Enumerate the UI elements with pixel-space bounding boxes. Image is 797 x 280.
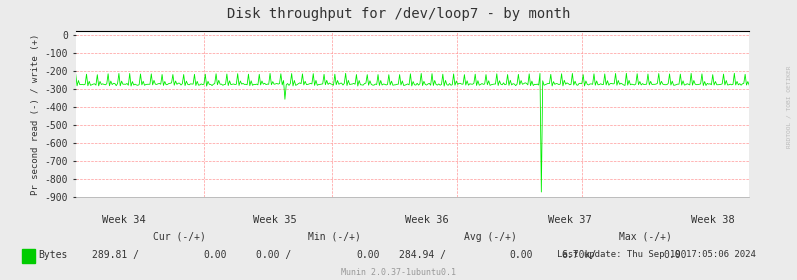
Text: Week 36: Week 36 <box>405 215 448 225</box>
Text: Max (-/+): Max (-/+) <box>619 232 672 242</box>
Text: 284.94 /: 284.94 / <box>399 250 446 260</box>
Text: 0.00: 0.00 <box>357 250 380 260</box>
Text: 289.81 /: 289.81 / <box>92 250 139 260</box>
Text: Week 38: Week 38 <box>692 215 735 225</box>
Text: 0.00 /: 0.00 / <box>256 250 291 260</box>
Text: RRDTOOL / TOBI OETIKER: RRDTOOL / TOBI OETIKER <box>787 65 791 148</box>
Y-axis label: Pr second read (-) / write (+): Pr second read (-) / write (+) <box>31 34 41 195</box>
Text: Week 37: Week 37 <box>548 215 591 225</box>
Text: Last update: Thu Sep 19 17:05:06 2024: Last update: Thu Sep 19 17:05:06 2024 <box>556 250 756 259</box>
Text: 6.70k/: 6.70k/ <box>561 250 596 260</box>
Text: 0.00: 0.00 <box>509 250 532 260</box>
Text: 0.00: 0.00 <box>204 250 227 260</box>
Text: Munin 2.0.37-1ubuntu0.1: Munin 2.0.37-1ubuntu0.1 <box>341 268 456 277</box>
Text: Disk throughput for /dev/loop7 - by month: Disk throughput for /dev/loop7 - by mont… <box>227 7 570 21</box>
Text: Min (-/+): Min (-/+) <box>308 232 361 242</box>
Text: Cur (-/+): Cur (-/+) <box>153 232 206 242</box>
Text: Avg (-/+): Avg (-/+) <box>464 232 516 242</box>
Text: Week 35: Week 35 <box>253 215 296 225</box>
Text: Week 34: Week 34 <box>102 215 145 225</box>
Text: 0.00: 0.00 <box>664 250 687 260</box>
Text: Bytes: Bytes <box>38 250 68 260</box>
